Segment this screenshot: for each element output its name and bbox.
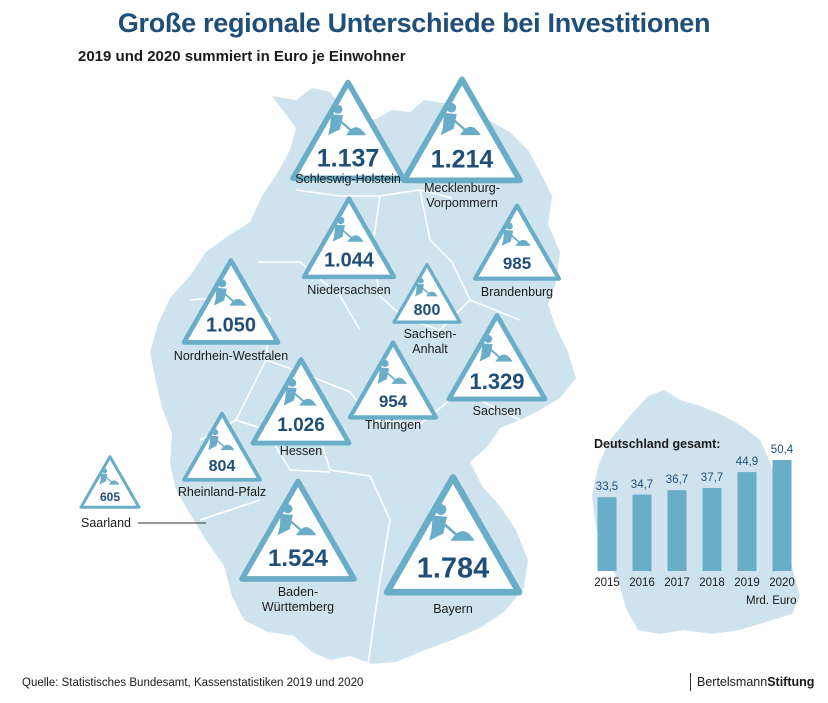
state-value: 1.524 [267,545,329,573]
bar-value-label: 34,7 [630,478,654,491]
state-value: 605 [99,490,121,505]
construction-worker-icon [377,360,408,384]
state-name: Hessen [279,444,323,458]
source-note: Quelle: Statistisches Bundesamt, Kassens… [22,677,364,689]
construction-worker-icon [332,216,364,242]
chart-bar-2020 [772,460,792,571]
state-name: Rheinland-Pfalz [177,485,267,499]
year-tick-label: 2020 [769,577,795,589]
year-tick-label: 2018 [699,577,725,589]
warning-triangle-icon [446,313,548,402]
chart-bar-2015 [597,497,617,571]
warning-triangle-icon [181,258,281,345]
construction-worker-icon [501,222,531,246]
chart-bar-2018 [702,487,722,571]
state-name: Thüringen [364,418,422,432]
state-name: Niedersachsen [307,283,391,297]
state-name: Schleswig-Holstein [295,172,401,186]
state-value: 1.026 [277,415,325,437]
state-sign-4 [392,263,462,324]
state-sign-11 [239,478,357,582]
state-value: 1.137 [316,144,380,173]
state-sign-7 [446,313,548,402]
state-value: 985 [502,254,532,274]
bertelsmann-stiftung-logo: BertelsmannStiftung [690,673,814,691]
year-tick-label: 2019 [734,577,760,589]
warning-triangle-icon [472,203,562,281]
state-name: Baden- Württemberg [261,585,335,614]
warning-triangle-icon [79,455,141,509]
construction-worker-icon [328,104,366,136]
construction-worker-icon [208,429,235,451]
warning-triangle-icon [290,79,406,181]
warning-triangle-icon [301,196,397,280]
page-title: Große regionale Unterschiede bei Investi… [117,8,711,38]
logo-part1: Bertelsmann [697,675,768,689]
year-tick-label: 2017 [664,577,690,589]
state-value: 800 [413,301,441,319]
state-sign-9 [182,411,262,482]
warning-triangle-icon [239,478,357,582]
state-sign-5 [181,258,281,345]
warning-triangle-icon [392,263,462,324]
construction-worker-icon [415,278,438,297]
state-value: 1.050 [205,314,257,337]
chart-title: Deutschland gesamt: [594,437,721,451]
state-name: Brandenburg [480,285,554,299]
state-name: Saarland [80,516,132,530]
state-name: Nordrhein-Westfalen [173,349,289,363]
bar-value-label: 50,4 [770,444,794,456]
state-value: 954 [378,392,408,412]
construction-worker-icon [277,504,317,536]
chart-bar-2016 [632,494,652,571]
subtitle: 2019 und 2020 summiert in Euro je Einwoh… [78,48,406,65]
state-name: Mecklenburg- Vorpommern [424,181,500,210]
construction-worker-icon [213,279,247,306]
state-value: 1.784 [416,552,490,585]
state-sign-1 [401,76,523,184]
year-tick-label: 2016 [629,577,655,589]
state-value: 1.329 [469,369,525,395]
warning-triangle-icon [250,357,352,446]
construction-worker-icon [440,102,481,136]
warning-triangle-icon [383,474,523,596]
construction-worker-icon [429,504,475,541]
state-value: 804 [208,457,236,475]
state-name: Sachsen- Anhalt [403,327,457,356]
construction-worker-icon [99,468,120,485]
state-sign-6 [347,340,439,420]
state-name: Sachsen [472,404,522,418]
state-value: 1.044 [323,249,375,272]
state-name: Bayern [433,602,473,616]
germany-outline-small [592,390,800,634]
state-value: 1.214 [430,145,494,174]
warning-triangle-icon [182,411,262,482]
state-sign-2 [301,196,397,280]
state-sign-0 [290,79,406,181]
warning-triangle-icon [401,76,523,184]
construction-worker-icon [283,379,317,406]
state-sign-8 [250,357,352,446]
state-sign-12 [383,474,523,596]
chart-bar-2017 [667,490,687,571]
bar-value-label: 36,7 [665,474,689,487]
chart-bar-2019 [737,472,757,571]
year-tick-label: 2015 [594,577,620,589]
logo-part2: Stiftung [767,675,815,689]
warning-triangle-icon [347,340,439,420]
bar-value-label: 44,9 [735,456,759,469]
bar-value-label: 33,5 [595,481,619,494]
chart-unit-label: Mrd. Euro [746,595,797,607]
state-sign-10 [79,455,141,509]
construction-worker-icon [479,335,513,362]
state-sign-3 [472,203,562,281]
bar-value-label: 37,7 [700,471,724,484]
